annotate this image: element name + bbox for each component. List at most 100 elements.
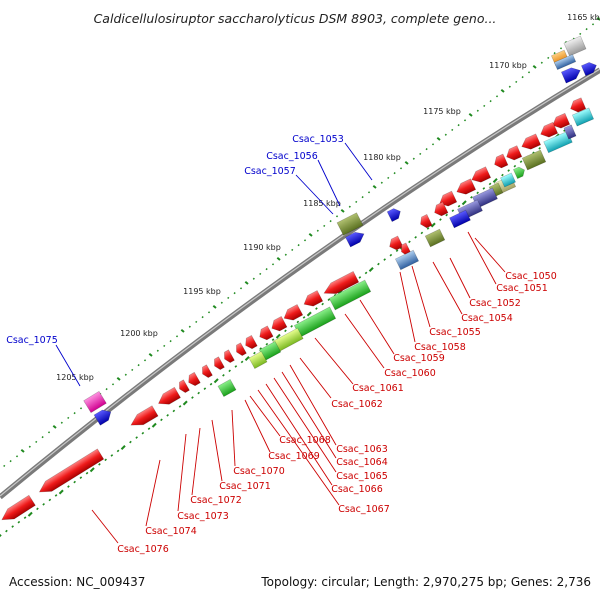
scale-tick xyxy=(163,344,166,348)
leader-line xyxy=(191,427,201,496)
scale-tick xyxy=(207,311,211,314)
scale-tick xyxy=(500,88,505,93)
inner-tick xyxy=(470,195,473,199)
gene-label: Csac_1061 xyxy=(352,383,404,394)
inner-tick xyxy=(89,467,95,473)
inner-tick xyxy=(507,169,510,172)
scale-tick xyxy=(276,256,281,261)
scale-tick xyxy=(508,85,511,88)
inner-tick xyxy=(532,151,535,155)
gene-label: Csac_1051 xyxy=(496,283,548,294)
gene-arrow xyxy=(581,62,597,77)
leader-line xyxy=(344,313,385,369)
scale-tick xyxy=(79,407,83,410)
genome-backbone xyxy=(0,67,600,500)
scale-tick xyxy=(35,440,38,444)
inner-tick xyxy=(488,182,492,186)
gene-block xyxy=(563,124,577,140)
inner-tick xyxy=(284,329,287,333)
leader-line xyxy=(411,265,431,328)
scale-tick xyxy=(195,320,198,324)
scale-tick xyxy=(340,208,345,213)
scale-tick xyxy=(220,301,223,304)
inner-tick xyxy=(476,191,479,195)
inner-tick xyxy=(408,240,411,244)
scale-tick xyxy=(265,268,268,271)
scale-tick xyxy=(259,272,262,276)
scale-tick xyxy=(404,160,409,165)
inner-tick xyxy=(203,387,207,390)
scale-tick xyxy=(419,152,422,156)
scale-tick xyxy=(393,172,396,175)
gene-block xyxy=(336,212,364,236)
gene-arrow xyxy=(158,386,181,405)
gene-label: Csac_1052 xyxy=(469,298,521,309)
scale-tick xyxy=(20,448,25,453)
scale-tick xyxy=(233,292,236,295)
inner-tick xyxy=(178,405,182,408)
scale-tick xyxy=(303,239,307,242)
inner-tick xyxy=(129,440,132,444)
scale-tick xyxy=(47,431,51,434)
gene-label: Csac_1065 xyxy=(336,471,388,482)
scale-tick xyxy=(284,253,287,256)
leader-line xyxy=(295,174,334,215)
scale-tick xyxy=(316,229,319,232)
inner-tick xyxy=(23,516,27,520)
inner-tick xyxy=(501,173,504,177)
inner-tick xyxy=(197,391,200,395)
gene-arrow xyxy=(560,67,581,84)
inner-tick xyxy=(172,409,176,413)
inner-tick xyxy=(457,204,461,208)
gene-arrow xyxy=(570,97,587,113)
gene-arrow xyxy=(224,349,235,363)
inner-tick xyxy=(492,178,498,183)
gene-labels: Csac_1053 Csac_1056 Csac_1057 Csac_1075 Csac… xyxy=(6,134,557,555)
gene-arrow xyxy=(179,379,190,393)
gene-arrow xyxy=(38,448,105,493)
scale-tick xyxy=(111,383,115,386)
gene-arrow xyxy=(303,290,324,307)
scale-tick xyxy=(476,109,479,112)
accession-text: Accession: NC_009437 xyxy=(9,575,145,589)
scale-label: 1180 kbp xyxy=(363,153,401,162)
scale-label: 1175 kbp xyxy=(423,107,461,116)
gene-label: Csac_1073 xyxy=(177,511,229,522)
leader-line xyxy=(265,383,333,486)
scale-tick xyxy=(239,287,243,290)
scale-label: 1195 kbp xyxy=(183,287,221,296)
scale-tick xyxy=(387,176,390,180)
inner-tick xyxy=(389,253,393,257)
gene-block xyxy=(449,209,471,229)
scale-tick xyxy=(73,412,76,415)
scale-tick xyxy=(444,133,447,136)
scale-tick xyxy=(67,416,70,420)
gene-arrow xyxy=(130,405,159,426)
scale-tick xyxy=(52,424,57,429)
gene-label: Csac_1066 xyxy=(331,484,383,495)
inner-tick xyxy=(135,436,138,439)
gene-block xyxy=(500,172,516,188)
scale-tick xyxy=(591,23,595,26)
scale-tick xyxy=(105,388,108,391)
inner-tick xyxy=(275,333,281,339)
inner-tick xyxy=(234,365,238,368)
gene-label: Csac_1070 xyxy=(233,466,285,477)
scale-tick xyxy=(131,368,134,372)
leader-line xyxy=(244,399,271,453)
inner-tick xyxy=(228,369,231,373)
leader-line xyxy=(314,337,354,385)
scale-tick xyxy=(329,220,332,223)
leader-line xyxy=(273,377,337,473)
gene-arrow xyxy=(236,342,247,356)
inner-tick xyxy=(513,164,517,168)
scale-tick xyxy=(457,124,460,127)
inner-tick xyxy=(445,213,448,217)
inner-tick xyxy=(265,342,269,346)
gene-block xyxy=(543,130,573,154)
scale-tick xyxy=(323,224,326,228)
leader-line xyxy=(399,271,416,343)
scale-tick xyxy=(28,445,31,448)
scale-tick xyxy=(361,196,364,199)
scale-tick xyxy=(60,421,63,424)
